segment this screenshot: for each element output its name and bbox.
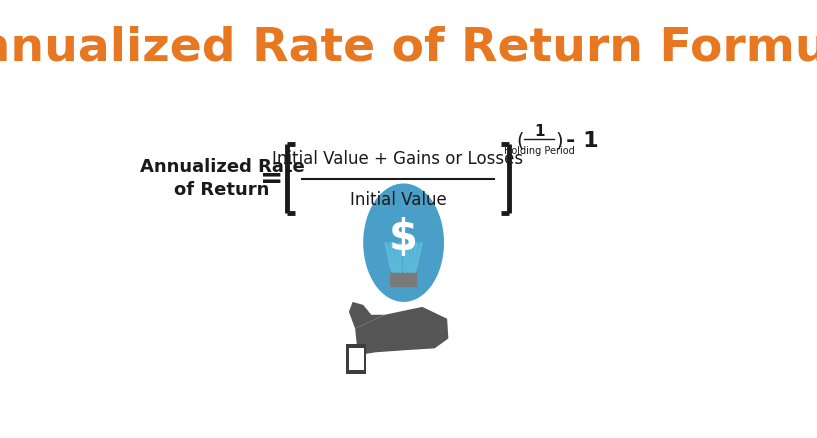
Text: - 1: - 1 bbox=[566, 131, 599, 151]
Polygon shape bbox=[355, 307, 449, 354]
Text: Annualized Rate of Return Formula: Annualized Rate of Return Formula bbox=[0, 25, 817, 71]
FancyBboxPatch shape bbox=[390, 269, 417, 287]
FancyBboxPatch shape bbox=[349, 348, 364, 370]
Text: Initial Value + Gains or Losses: Initial Value + Gains or Losses bbox=[272, 150, 524, 168]
Text: =: = bbox=[260, 165, 283, 193]
Text: $: $ bbox=[389, 217, 418, 259]
FancyBboxPatch shape bbox=[346, 344, 366, 374]
Text: of Return: of Return bbox=[174, 181, 270, 199]
Text: (: ( bbox=[516, 131, 525, 151]
Text: Holding Period: Holding Period bbox=[504, 146, 574, 156]
Text: ): ) bbox=[556, 131, 563, 151]
Ellipse shape bbox=[364, 184, 444, 302]
Polygon shape bbox=[349, 302, 385, 328]
Text: Annualized Rate: Annualized Rate bbox=[140, 158, 305, 176]
Polygon shape bbox=[390, 282, 417, 297]
Text: Initial Value: Initial Value bbox=[350, 191, 446, 209]
Text: 1: 1 bbox=[534, 124, 544, 139]
